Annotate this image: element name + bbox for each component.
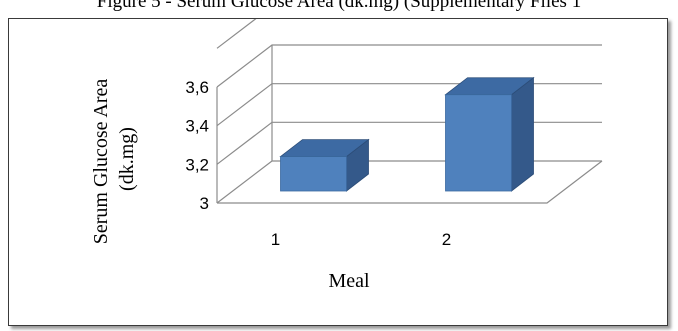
- bar-front: [445, 94, 512, 192]
- x-tick-label: 2: [442, 230, 451, 249]
- y-tick-label: 3,6: [185, 78, 209, 97]
- bar-side: [511, 76, 534, 192]
- y-tick-label: 3,4: [185, 117, 209, 136]
- gridline-4: [216, 19, 257, 49]
- x-axis-label: Meal: [328, 270, 370, 292]
- bar-front: [280, 156, 347, 192]
- grid-lines: [216, 19, 602, 204]
- gridline-1: [216, 121, 602, 165]
- gridline-2: [216, 83, 602, 127]
- y-axis-label-line-1: Serum Glucose Area: [90, 79, 112, 245]
- gridline-3: [216, 44, 602, 88]
- y-tick-label: 3,2: [185, 155, 209, 174]
- x-tick-label: 1: [271, 230, 280, 249]
- y-axis-label: Serum Glucose Area (dk.mg): [90, 74, 138, 245]
- figure-caption: Figure 5 - Serum Glucose Area (dk.mg) (S…: [96, 0, 582, 12]
- bar-1: [279, 138, 370, 192]
- bar-2: [444, 76, 535, 192]
- gridline-0: [216, 160, 602, 204]
- chart-floor: [217, 160, 603, 204]
- y-tick-labels: 3 3,2 3,4 3,6: [185, 78, 209, 213]
- y-axis-label-line-2: (dk.mg): [116, 127, 138, 191]
- bars: [279, 76, 535, 192]
- y-tick-label: 3: [200, 194, 209, 213]
- chart-walls: [216, 45, 603, 204]
